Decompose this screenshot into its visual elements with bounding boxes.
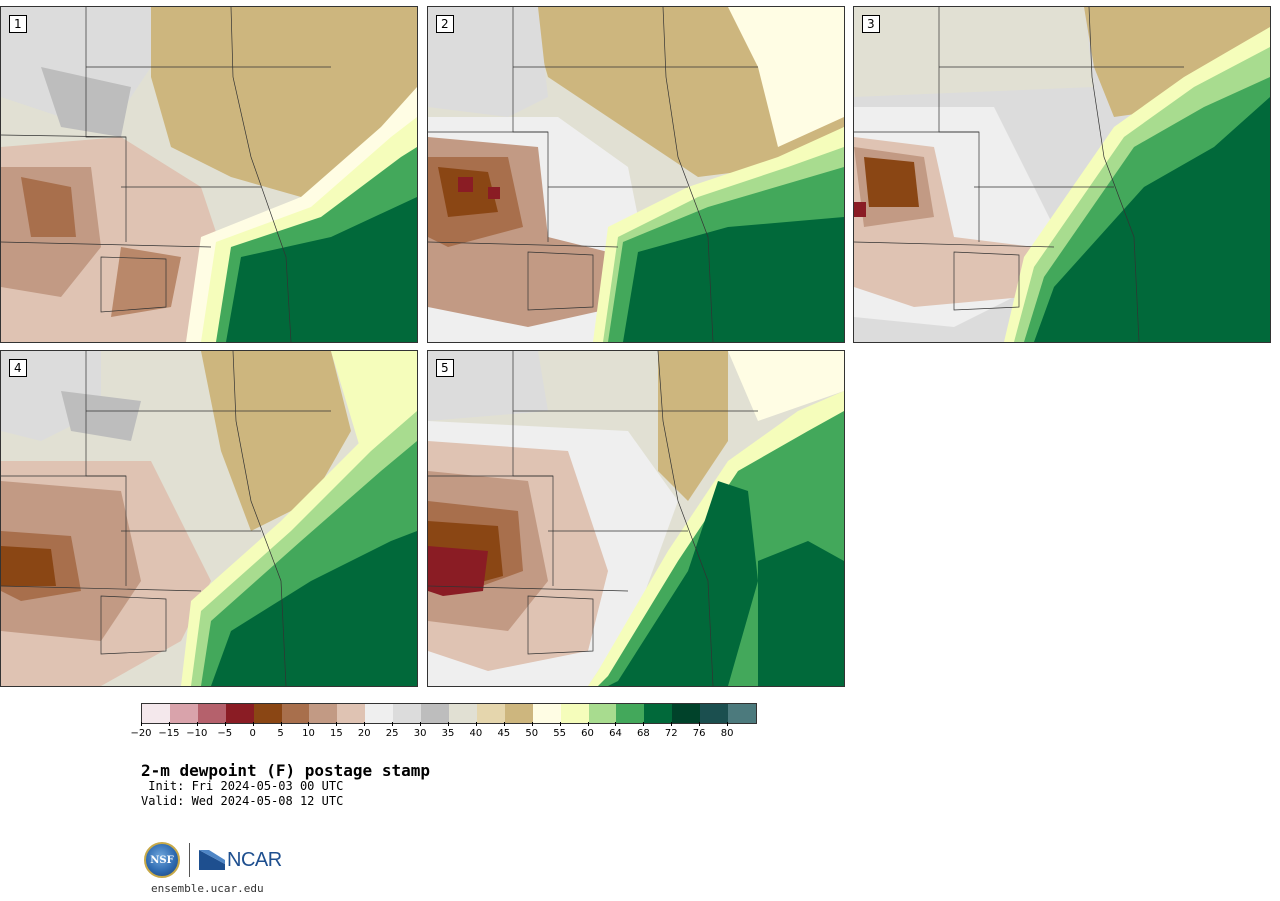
colorbar-tick-label: 76 xyxy=(692,728,706,739)
colorbar-tick xyxy=(168,722,170,726)
logos: NSF NCAR xyxy=(144,842,282,878)
colorbar-tick-label: 64 xyxy=(609,728,622,739)
panel-label: 5 xyxy=(436,359,454,377)
colorbar-swatch xyxy=(616,704,645,723)
colorbar-tick xyxy=(448,722,449,726)
colorbar-swatch xyxy=(672,704,701,723)
colorbar-tick xyxy=(141,722,142,726)
colorbar-tick-label: 5 xyxy=(277,728,284,739)
ncar-mark-icon xyxy=(199,850,225,870)
colorbar-swatch xyxy=(281,704,310,723)
colorbar-swatch xyxy=(421,704,449,723)
colorbar-tick xyxy=(503,722,505,726)
colorbar-tick xyxy=(559,722,561,726)
panel-label: 3 xyxy=(862,15,880,33)
colorbar-tick xyxy=(531,722,533,726)
colorbar-tick-label: −5 xyxy=(217,728,233,739)
colorbar-tick xyxy=(364,722,366,726)
dewpoint-map-4 xyxy=(1,351,417,686)
colorbar-ticks: −20 −15 −10 −5 0 5 10 15 20 25 30 35 40 45 50 55 60 64 68 7… xyxy=(130,722,755,742)
colorbar-tick xyxy=(643,722,645,726)
valid-time: Valid: Wed 2024-05-08 12 UTC xyxy=(141,794,344,808)
colorbar-tick xyxy=(196,722,198,726)
dewpoint-map-5 xyxy=(428,351,844,686)
colorbar-swatch xyxy=(448,704,477,723)
colorbar-tick xyxy=(224,722,226,726)
colorbar-swatch xyxy=(197,704,226,723)
colorbar-swatch xyxy=(504,704,533,723)
colorbar-tick-label: 0 xyxy=(249,728,256,739)
map-panel-5: 5 xyxy=(427,350,845,687)
init-time: Init: Fri 2024-05-03 00 UTC xyxy=(141,779,344,793)
colorbar-tick-label: 35 xyxy=(441,728,455,739)
colorbar-swatch xyxy=(728,704,756,723)
dewpoint-map-3 xyxy=(854,7,1270,342)
colorbar-swatch xyxy=(532,704,561,723)
colorbar-swatch xyxy=(169,704,198,723)
colorbar-tick xyxy=(420,722,422,726)
colorbar-tick-label: 80 xyxy=(720,728,734,739)
colorbar-swatch xyxy=(337,704,366,723)
colorbar-swatch xyxy=(309,704,338,723)
colorbar-tick xyxy=(392,722,394,726)
colorbar-tick-label: 72 xyxy=(664,728,678,739)
colorbar-tick xyxy=(671,722,673,726)
colorbar-swatch xyxy=(393,704,422,723)
map-panel-2: 2 xyxy=(427,6,845,343)
colorbar-tick xyxy=(615,722,617,726)
colorbar-tick xyxy=(308,722,310,726)
colorbar-tick-label: 50 xyxy=(525,728,539,739)
colorbar-tick xyxy=(587,722,589,726)
ncar-logo: NCAR xyxy=(199,849,282,872)
colorbar-tick-label: 40 xyxy=(469,728,483,739)
colorbar-tick-label: 20 xyxy=(357,728,371,739)
site-url: ensemble.ucar.edu xyxy=(151,882,264,895)
colorbar-tick xyxy=(475,722,477,726)
colorbar-tick-label: −15 xyxy=(158,728,180,739)
colorbar-tick-label: 60 xyxy=(581,728,594,739)
colorbar-tick-label: 15 xyxy=(329,728,343,739)
colorbar-swatch xyxy=(644,704,673,723)
colorbar-tick-label: 30 xyxy=(413,728,427,739)
colorbar-swatch xyxy=(365,704,394,723)
colorbar-swatch xyxy=(700,704,729,723)
panel-label: 1 xyxy=(9,15,27,33)
colorbar-swatch xyxy=(142,704,170,723)
ncar-logo-text: NCAR xyxy=(227,848,282,871)
nsf-logo: NSF xyxy=(144,842,180,878)
colorbar-swatch xyxy=(476,704,505,723)
colorbar xyxy=(141,703,757,724)
colorbar-tick xyxy=(699,722,701,726)
colorbar-tick-label: 45 xyxy=(497,728,511,739)
colorbar-tick-label: 68 xyxy=(636,728,650,739)
colorbar-swatch xyxy=(225,704,254,723)
colorbar-tick-label: −10 xyxy=(186,728,208,739)
colorbar-tick-label: 55 xyxy=(553,728,566,739)
colorbar-tick-label: 10 xyxy=(302,728,315,739)
colorbar-swatch xyxy=(588,704,617,723)
dewpoint-map-2 xyxy=(428,7,844,342)
map-panel-1: 1 xyxy=(0,6,418,343)
colorbar-swatch xyxy=(253,704,282,723)
colorbar-tick-label: −20 xyxy=(130,728,152,739)
colorbar-tick xyxy=(336,722,338,726)
colorbar-tick xyxy=(727,722,729,726)
panel-label: 4 xyxy=(9,359,27,377)
panel-label: 2 xyxy=(436,15,454,33)
colorbar-tick xyxy=(252,722,254,726)
colorbar-swatch xyxy=(560,704,589,723)
map-panel-4: 4 xyxy=(0,350,418,687)
colorbar-tick xyxy=(280,722,282,726)
colorbar-tick-label: 25 xyxy=(385,728,399,739)
nsf-logo-text: NSF xyxy=(150,854,174,866)
logo-divider xyxy=(189,843,190,877)
map-panel-3: 3 xyxy=(853,6,1271,343)
dewpoint-map-1 xyxy=(1,7,417,342)
figure-title: 2-m dewpoint (F) postage stamp xyxy=(141,761,430,780)
